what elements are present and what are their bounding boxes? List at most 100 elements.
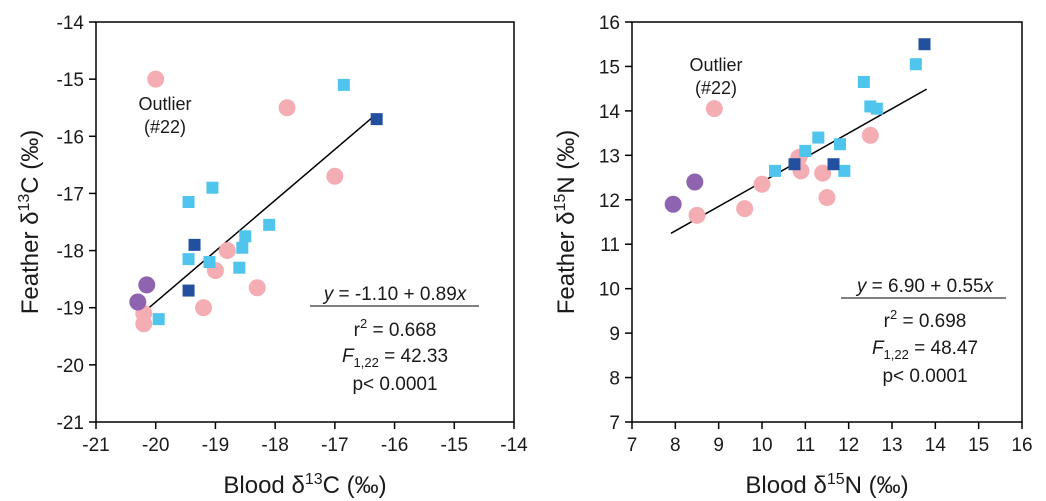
y-axis-label: Feather δ13C (‰) <box>16 130 44 315</box>
light-blue-square-point <box>182 253 195 266</box>
purple-circle-point <box>664 195 682 213</box>
x-axis-label: Blood δ15N (‰) <box>745 471 908 499</box>
y-tick-label: -15 <box>57 70 84 91</box>
y-tick-label: 12 <box>599 191 620 212</box>
x-tick-label: 12 <box>838 435 859 456</box>
outlier-label-line1: Outlier <box>689 55 742 75</box>
pink-circle-point <box>736 200 754 218</box>
y-tick-label: 11 <box>600 235 620 256</box>
p-stat: p< 0.0001 <box>352 374 437 395</box>
outlier-label-line1: Outlier <box>138 94 191 114</box>
y-tick-label: -21 <box>57 413 84 434</box>
x-tick-label: -17 <box>321 435 348 456</box>
dark-blue-square-point <box>182 284 195 297</box>
p-stat: p< 0.0001 <box>882 366 967 387</box>
dark-blue-square-point <box>188 238 201 251</box>
y-tick-label: -17 <box>57 184 84 205</box>
dark-blue-square-point <box>370 113 383 126</box>
light-blue-square-point <box>337 78 350 91</box>
x-axis-label: Blood δ13C (‰) <box>223 471 386 499</box>
x-tick-label: 14 <box>925 435 947 456</box>
x-tick-label: -15 <box>441 435 468 456</box>
equation-rest: = -1.10 + 0.89 <box>333 284 457 305</box>
x-tick-label: 11 <box>795 435 815 456</box>
x-tick-label: -20 <box>142 435 169 456</box>
x-tick-label: 15 <box>968 435 989 456</box>
purple-circle-point <box>129 293 147 311</box>
x-tick-label: 8 <box>670 435 681 456</box>
f-stat: F1,22 = 48.47 <box>872 338 978 362</box>
pink-circle-point <box>248 279 266 297</box>
light-blue-square-point <box>152 313 165 326</box>
light-blue-square-point <box>812 131 825 144</box>
x-tick-label: -21 <box>82 435 109 456</box>
y-tick-label: 16 <box>599 13 620 34</box>
equation: y = 6.90 + 0.55x <box>855 276 995 297</box>
y-tick-label: 15 <box>599 57 620 78</box>
pink-circle-point <box>278 99 296 117</box>
pink-circle-point <box>861 126 879 144</box>
nitrogen-panel: 7 8 9 10 11 12 13 14 15 16 7 8 9 10 11 12 13 14 15 16 Outl… <box>552 13 1033 499</box>
pink-circle-point <box>218 242 236 260</box>
pink-circle-point <box>135 315 153 333</box>
light-blue-square-point <box>239 230 252 243</box>
y-tick-label: 7 <box>609 413 620 434</box>
x-tick-label: -16 <box>381 435 408 456</box>
outlier-label-line2: (#22) <box>144 117 186 137</box>
y-tick-label: 10 <box>599 280 620 301</box>
carbon-panel: -21 -20 -19 -18 -17 -16 -15 -14 -21 -20 -19 -18 -17… <box>16 13 528 499</box>
light-blue-square-point <box>236 241 249 254</box>
pink-circle-point <box>326 167 344 185</box>
light-blue-square-point <box>909 58 922 71</box>
light-blue-square-point <box>769 164 781 177</box>
pink-circle-point <box>147 70 165 88</box>
y-tick-label: 13 <box>599 146 620 167</box>
x-tick-label: 13 <box>881 435 902 456</box>
x-tick-label: -19 <box>202 435 229 456</box>
x-tick-label: 9 <box>713 435 724 456</box>
equation: y = -1.10 + 0.89x <box>322 284 468 305</box>
pink-circle-point <box>705 100 723 118</box>
plot-frame <box>95 21 515 423</box>
pink-circle-point <box>814 164 832 182</box>
regression-line <box>143 113 378 313</box>
pink-circle-point <box>194 299 212 317</box>
light-blue-square-point <box>870 102 883 115</box>
data-points <box>129 70 383 333</box>
light-blue-square-point <box>799 144 812 157</box>
purple-circle-point <box>138 276 156 294</box>
light-blue-square-point <box>233 261 246 274</box>
y-tick-label: -16 <box>57 127 84 148</box>
y-tick-label: 8 <box>609 369 620 390</box>
pink-circle-point <box>688 206 706 224</box>
light-blue-square-point <box>834 138 846 151</box>
pink-circle-point <box>818 189 836 207</box>
data-points <box>664 38 931 224</box>
r2-stat: r2 = 0.698 <box>884 307 967 332</box>
x-ticks: -21 -20 -19 -18 -17 -16 -15 -14 <box>82 422 528 456</box>
y-ticks: 7 8 9 10 11 12 13 14 15 16 <box>599 13 632 434</box>
light-blue-square-point <box>857 76 870 88</box>
y-axis-label: Feather δ15N (‰) <box>552 130 580 315</box>
x-ticks: 7 8 9 10 11 12 13 14 15 16 <box>627 422 1033 456</box>
equation-rest: = 6.90 + 0.55 <box>866 276 983 297</box>
light-blue-square-point <box>203 256 216 268</box>
y-tick-label: -14 <box>57 13 85 34</box>
purple-circle-point <box>686 173 704 191</box>
light-blue-square-point <box>206 181 219 194</box>
pink-circle-point <box>753 175 771 193</box>
light-blue-square-point <box>263 218 276 231</box>
y-tick-label: -20 <box>57 356 84 377</box>
x-tick-label: 16 <box>1011 435 1032 456</box>
x-tick-label: 7 <box>627 435 638 456</box>
outlier-label-line2: (#22) <box>695 78 737 98</box>
dark-blue-square-point <box>788 158 801 171</box>
y-tick-label: -18 <box>57 242 84 263</box>
y-ticks: -21 -20 -19 -18 -17 -16 -15 -14 <box>57 13 96 434</box>
y-tick-label: 9 <box>609 324 620 345</box>
r2-stat: r2 = 0.668 <box>354 316 437 341</box>
dark-blue-square-point <box>827 158 840 171</box>
y-tick-label: 14 <box>599 102 621 123</box>
f-stat: F1,22 = 42.33 <box>342 346 448 370</box>
